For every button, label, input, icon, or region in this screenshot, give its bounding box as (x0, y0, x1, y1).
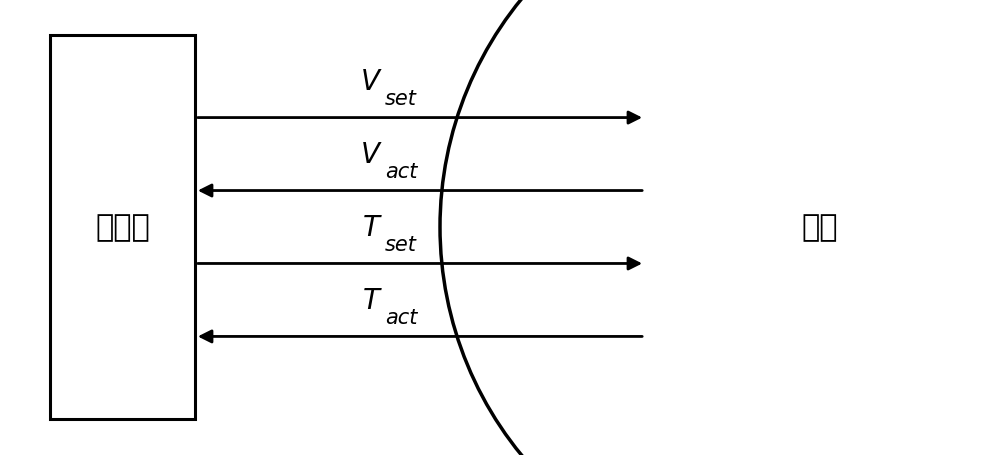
Text: act: act (385, 162, 417, 182)
Text: 变频器: 变频器 (95, 213, 150, 242)
Text: set: set (385, 235, 417, 255)
Text: V: V (361, 141, 380, 168)
Bar (50, 36, 195, 419)
Ellipse shape (440, 0, 1000, 455)
Text: act: act (385, 308, 417, 328)
Text: T: T (363, 286, 380, 314)
Text: 电机: 电机 (802, 213, 838, 242)
Text: T: T (363, 213, 380, 241)
Text: V: V (361, 68, 380, 96)
Text: set: set (385, 89, 417, 109)
